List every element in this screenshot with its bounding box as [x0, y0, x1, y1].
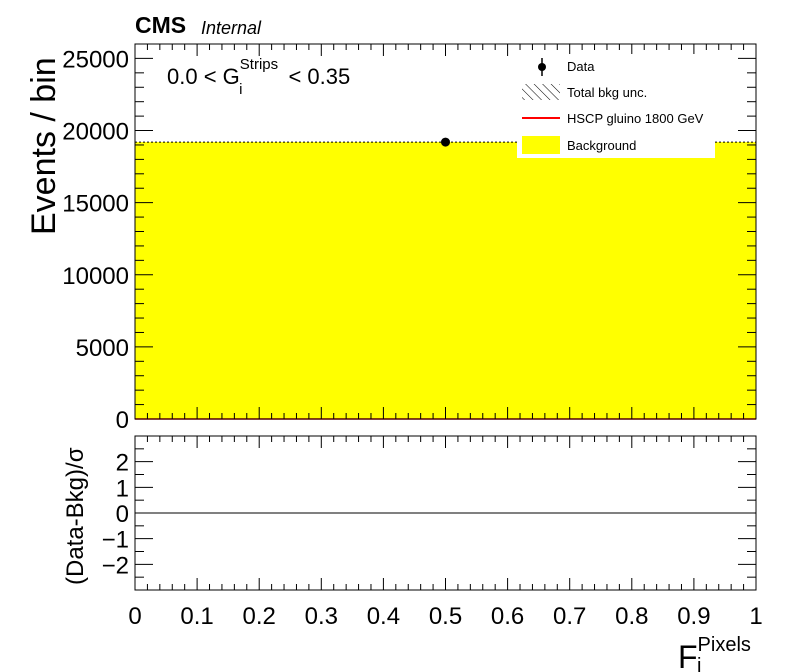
- data-point: [441, 137, 450, 147]
- legend-label-data: Data: [567, 59, 595, 74]
- x-axis-label: FPixels: [678, 634, 751, 672]
- x-tick-label: 0.4: [367, 603, 400, 630]
- main-plot-panel: 0 5000 10000 15000 20000 25000: [62, 43, 757, 434]
- data-marker-icon: [538, 58, 546, 76]
- hatch-icon: [522, 84, 560, 100]
- background-bar: [135, 142, 756, 420]
- y-tick-label: 25000: [62, 46, 129, 73]
- y-tick-label: 10000: [62, 263, 129, 290]
- x-tick-label: 0.9: [677, 603, 710, 630]
- ratio-y-axis-label: (Data-Bkg)/σ: [62, 447, 89, 585]
- x-tick-label: 0.3: [305, 603, 338, 630]
- legend-label-signal: HSCP gluino 1800 GeV: [567, 111, 704, 126]
- x-axis-label-sub: i: [697, 655, 701, 672]
- status-label: Internal: [201, 18, 262, 38]
- ratio-y-tick-label: −1: [102, 527, 129, 554]
- y-tick-label: 20000: [62, 119, 129, 146]
- ratio-y-tick-label: 1: [116, 475, 129, 502]
- legend: Data Total bkg unc. HSCP gluino 1800 GeV…: [517, 54, 715, 158]
- x-tick-label: 0: [128, 603, 141, 630]
- selection-left: 0.0 < G: [167, 64, 240, 89]
- legend-label-bkg-unc: Total bkg unc.: [567, 85, 647, 100]
- ratio-y-tick-label: 2: [116, 450, 129, 477]
- x-tick-label: 0.6: [491, 603, 524, 630]
- yellow-box-icon: [522, 136, 560, 154]
- legend-label-background: Background: [567, 138, 636, 153]
- y-tick-label: 15000: [62, 191, 129, 218]
- x-tick-label: 0.8: [615, 603, 648, 630]
- ratio-y-tick-label: 0: [116, 501, 129, 528]
- x-tick-label: 1: [749, 603, 762, 630]
- x-tick-label: 0.5: [429, 603, 462, 630]
- y-tick-label: 0: [116, 407, 129, 434]
- ratio-y-tick-label: −2: [102, 552, 129, 579]
- x-tick-label: 0.7: [553, 603, 586, 630]
- main-y-axis-label: Events / bin: [25, 57, 63, 235]
- x-tick-label: 0.2: [243, 603, 276, 630]
- ratio-plot-frame: [134, 435, 757, 591]
- experiment-label: CMS: [135, 12, 186, 38]
- x-axis-label-main: F: [678, 639, 698, 672]
- selection-sub: i: [239, 81, 242, 98]
- selection-annotation: 0.0 < GStrips i < 0.35: [167, 56, 350, 98]
- x-axis-label-sup: Pixels: [698, 634, 751, 656]
- main-plot-frame: [134, 43, 757, 420]
- selection-right: < 0.35: [288, 64, 350, 89]
- selection-sup: Strips: [240, 56, 278, 73]
- y-tick-label: 5000: [76, 335, 129, 362]
- x-tick-label: 0.1: [180, 603, 213, 630]
